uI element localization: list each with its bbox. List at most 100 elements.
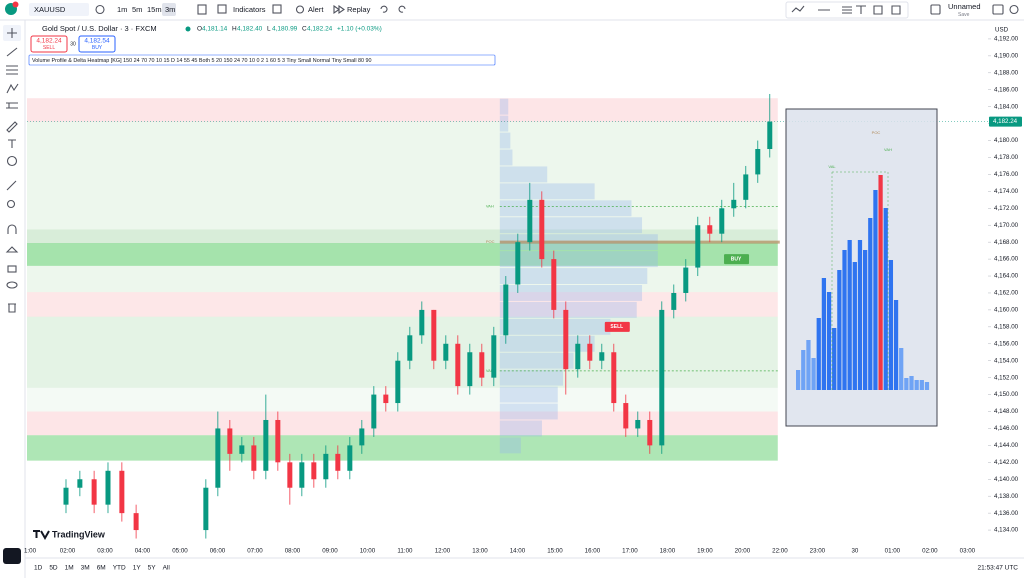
fib-tool[interactable] <box>6 65 18 75</box>
signal-label: BUY <box>731 256 742 262</box>
profile-row <box>499 285 643 301</box>
utc-clock[interactable]: 21:53:47 UTC <box>978 565 1019 572</box>
alert-icon[interactable] <box>295 5 305 14</box>
sell-price[interactable]: 4,182.24 <box>36 38 62 45</box>
indicator-legend-box[interactable] <box>28 54 496 66</box>
replay-button[interactable]: Replay <box>347 5 371 14</box>
crosshair-tool[interactable] <box>7 28 17 38</box>
brush-tool[interactable] <box>6 121 18 133</box>
range-button[interactable]: 5Y <box>148 565 157 572</box>
range-button[interactable]: All <box>163 565 171 572</box>
inset-bar <box>842 250 847 390</box>
candle-body <box>455 343 461 387</box>
range-button[interactable]: 5D <box>49 565 58 572</box>
inset-bar <box>919 380 924 390</box>
interval[interactable]: 15m <box>147 5 162 14</box>
layout-icon[interactable] <box>930 4 941 15</box>
inset-bar <box>857 240 863 390</box>
forecast-tool[interactable] <box>6 102 18 109</box>
range-button[interactable]: 3M <box>81 565 90 572</box>
alert-button[interactable]: Alert <box>308 5 324 14</box>
inset-bar <box>847 240 852 390</box>
magnet-tool[interactable] <box>7 224 17 234</box>
screenshot-icon[interactable] <box>992 4 1004 15</box>
lock-tool[interactable] <box>7 265 17 273</box>
signal-box <box>724 254 750 265</box>
range-button[interactable]: 1M <box>65 565 74 572</box>
candle-body <box>215 428 221 488</box>
delete-tool[interactable] <box>8 303 16 313</box>
y-tick-label: 4,162.00 <box>994 290 1019 297</box>
candle-body <box>515 242 521 285</box>
symbol[interactable]: XAUUSD <box>34 5 66 14</box>
interval[interactable]: 1m <box>117 5 127 14</box>
inset-bar <box>837 270 842 390</box>
buy-price[interactable]: 4,182.54 <box>84 38 110 45</box>
zone <box>27 292 778 317</box>
y-tick-label: 4,148.00 <box>994 408 1019 415</box>
trendline-tool[interactable] <box>6 47 18 57</box>
market-open-dot <box>185 26 191 32</box>
templates-icon[interactable] <box>272 4 282 14</box>
interval[interactable]: 3m <box>165 5 175 14</box>
visibility-tool[interactable] <box>6 281 18 289</box>
ohlc-value: 4,182.24 <box>307 26 333 33</box>
add-symbol-icon[interactable] <box>95 4 105 15</box>
indicators-button[interactable]: Indicators <box>233 5 266 14</box>
ohlc-label: H <box>232 26 237 33</box>
zone <box>27 411 778 436</box>
text-tool[interactable] <box>8 139 16 148</box>
inset-bar <box>924 382 930 390</box>
layout-name[interactable]: Unnamed <box>948 2 981 11</box>
indicators-icon[interactable] <box>217 4 227 14</box>
range-button[interactable]: 6M <box>97 565 106 572</box>
bottom-bar: 1D 5D 1M 3M 6M YTD 1Y 5Y All <box>34 565 170 572</box>
sell-label[interactable]: SELL <box>43 45 55 51</box>
price-change: +1.10 (+0.03%) <box>337 26 382 33</box>
candle-body <box>239 445 245 454</box>
x-tick-label: 10:00 <box>360 548 376 555</box>
x-tick-label: 04:00 <box>135 548 151 555</box>
interval[interactable]: 5m <box>132 5 142 14</box>
y-tick-label: 4,168.00 <box>994 239 1019 246</box>
pattern-tool[interactable] <box>6 83 19 94</box>
candle-body <box>527 199 533 243</box>
sell-button[interactable] <box>30 35 68 53</box>
undo-icon[interactable] <box>380 5 388 13</box>
interval-active-bg <box>162 3 176 16</box>
save-label[interactable]: Save <box>958 12 970 18</box>
x-tick-label: 12:00 <box>435 548 451 555</box>
buy-label[interactable]: BUY <box>92 45 103 51</box>
symbol-search[interactable] <box>29 3 89 16</box>
ruler-tool[interactable] <box>6 180 17 191</box>
indicator-legend[interactable]: Volume Profile & Delta Heatmap [KG] 150 … <box>32 58 372 64</box>
candle-body <box>503 284 509 336</box>
chart-type-icon[interactable] <box>197 4 207 15</box>
replay-icon[interactable] <box>333 4 345 15</box>
range-button[interactable]: 1Y <box>133 565 142 572</box>
zoom-tool[interactable] <box>6 199 16 209</box>
community-button[interactable] <box>3 548 21 564</box>
candle-body <box>611 352 617 404</box>
signal-box <box>604 321 630 332</box>
emoji-tool[interactable] <box>6 155 18 167</box>
redo-icon[interactable] <box>398 5 406 13</box>
profile-row <box>499 183 595 200</box>
y-tick-label: 4,144.00 <box>994 442 1019 449</box>
buy-button[interactable] <box>78 35 116 53</box>
inset-bar <box>852 262 857 390</box>
drawing-mode-tool[interactable] <box>5 246 19 253</box>
zone <box>27 229 778 244</box>
chart-symbol-title: Gold Spot / U.S. Dollar · 3 · FXCM <box>42 24 157 33</box>
candle-body <box>443 343 449 361</box>
inset-bar <box>883 208 888 390</box>
inset-bar <box>801 350 806 390</box>
range-button[interactable]: 1D <box>34 565 43 572</box>
ohlc-values: O 4,181.14 H 4,182.40 L 4,180.99 C 4,182.24 <box>197 26 333 33</box>
profile-row <box>499 437 521 454</box>
candle-body <box>467 352 473 387</box>
settings-icon[interactable] <box>1009 4 1019 15</box>
floating-toolbar-icons[interactable] <box>791 5 901 15</box>
inset-bar <box>821 278 827 390</box>
range-button[interactable]: YTD <box>113 565 126 572</box>
